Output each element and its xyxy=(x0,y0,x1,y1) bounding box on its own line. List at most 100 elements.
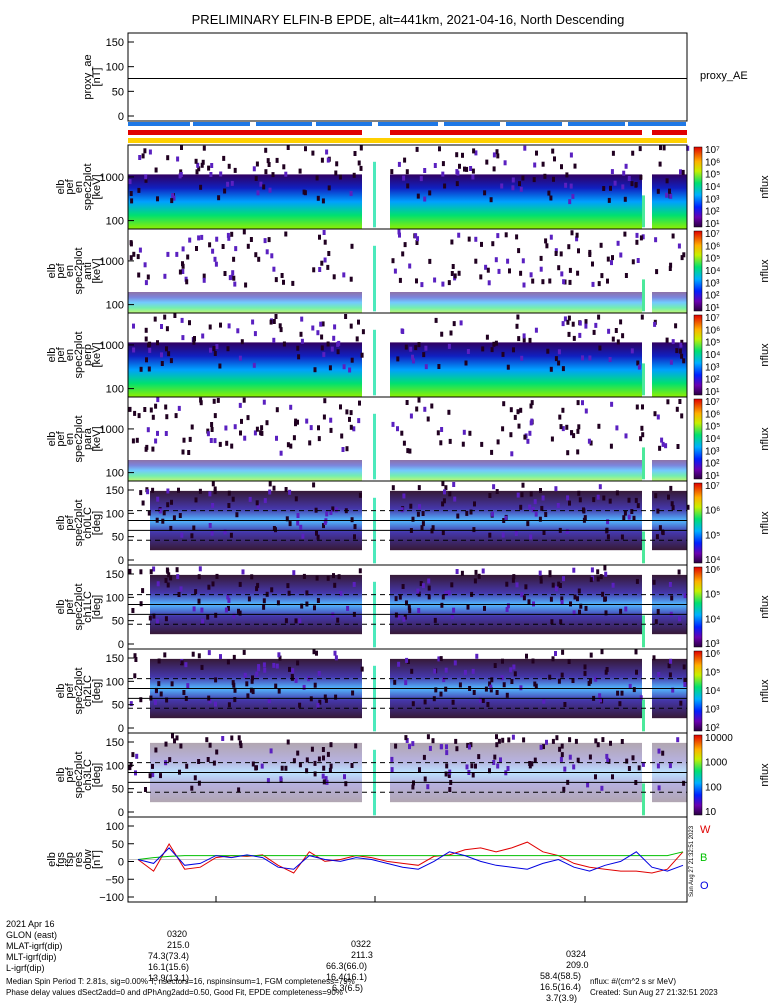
speckle-pixel xyxy=(641,404,644,410)
speckle-pixel xyxy=(449,330,453,336)
speckle-pixel xyxy=(393,268,397,274)
footer-row-2: MLAT-igrf(dip) 74.3(73.4) 66.3(66.0) 58.… xyxy=(6,931,581,981)
speckle-pixel xyxy=(219,654,222,660)
speckle-pixel xyxy=(506,766,510,771)
speckle-pixel xyxy=(445,763,449,769)
speckle-pixel xyxy=(492,341,496,347)
speckle-pixel xyxy=(227,235,231,241)
speckle-pixel xyxy=(558,414,562,420)
speckle-pixel xyxy=(588,754,592,760)
speckle-pixel xyxy=(546,348,550,354)
speckle-pixel xyxy=(489,687,493,693)
speckle-pixel xyxy=(418,767,421,773)
colorbar-tick-label: 10² xyxy=(705,207,720,218)
speckle-pixel xyxy=(158,508,162,514)
y-axis-label: elb xyxy=(46,348,58,363)
speckle-pixel xyxy=(440,602,444,608)
speckle-pixel xyxy=(209,172,213,177)
speckle-pixel xyxy=(562,786,566,792)
speckle-pixel xyxy=(166,155,170,161)
speckle-pixel xyxy=(326,264,330,270)
colorbar xyxy=(693,734,703,816)
speckle-pixel xyxy=(402,616,406,622)
speckle-pixel xyxy=(671,687,675,693)
speckle-pixel xyxy=(166,568,170,574)
speckle-pixel xyxy=(519,504,523,510)
speckle-pixel xyxy=(582,508,586,514)
speckle-pixel xyxy=(678,348,682,354)
y-axis-label: spec2plot xyxy=(82,163,94,210)
speckle-pixel xyxy=(565,529,569,534)
speckle-pixel xyxy=(407,605,411,611)
speckle-pixel xyxy=(569,601,572,607)
speckle-pixel xyxy=(634,182,638,188)
speckle-pixel xyxy=(587,438,591,444)
speckle-pixel xyxy=(318,267,322,272)
speckle-pixel xyxy=(190,533,194,539)
speckle-pixel xyxy=(341,447,345,452)
speckle-pixel xyxy=(426,784,430,790)
speckle-pixel xyxy=(323,520,327,525)
speckle-pixel xyxy=(458,682,462,688)
speckle-pixel xyxy=(228,275,232,281)
speckle-pixel xyxy=(421,511,425,516)
colorbar-tick-label: 10⁶ xyxy=(705,409,720,420)
speckle-pixel xyxy=(572,764,576,770)
speckle-pixel xyxy=(665,192,669,198)
status-segment-red xyxy=(128,130,362,135)
colorbar-tick-label: 10³ xyxy=(705,446,720,457)
speckle-pixel xyxy=(214,261,218,267)
speckle-pixel xyxy=(403,157,407,163)
colorbar xyxy=(693,146,703,228)
speckle-pixel xyxy=(501,426,505,432)
speckle-pixel xyxy=(151,487,155,493)
speckle-pixel xyxy=(144,280,148,286)
speckle-pixel xyxy=(627,766,631,771)
speckle-pixel xyxy=(254,175,258,181)
speckle-pixel xyxy=(133,410,137,416)
speckle-pixel xyxy=(234,246,238,252)
speckle-pixel xyxy=(471,174,475,180)
speckle-pixel xyxy=(607,328,611,334)
speckle-pixel xyxy=(411,701,415,707)
speckle-pixel xyxy=(677,569,681,575)
speckle-pixel xyxy=(636,360,640,366)
speckle-pixel xyxy=(160,361,164,366)
gap-strip xyxy=(642,279,645,312)
speckle-pixel xyxy=(329,417,333,423)
y-axis-label: elb xyxy=(46,852,58,867)
speckle-pixel xyxy=(215,573,219,579)
colorbar xyxy=(693,398,703,480)
y-tick-label: 0 xyxy=(118,857,124,869)
speckle-pixel xyxy=(571,321,575,327)
speckle-pixel xyxy=(232,682,236,688)
speckle-pixel xyxy=(555,735,559,741)
speckle-pixel xyxy=(215,236,219,242)
speckle-pixel xyxy=(481,568,485,574)
colorbar-tick-label: 10⁷ xyxy=(705,313,720,324)
speckle-pixel xyxy=(578,609,581,615)
speckle-pixel xyxy=(636,258,640,263)
speckle-pixel xyxy=(326,157,330,163)
speckle-pixel xyxy=(411,516,415,522)
speckle-pixel xyxy=(226,232,230,238)
speckle-pixel xyxy=(641,234,645,240)
speckle-pixel xyxy=(166,251,170,257)
speckle-pixel xyxy=(444,485,448,491)
speckle-pixel xyxy=(313,771,317,777)
speckle-pixel xyxy=(137,272,141,278)
speckle-pixel xyxy=(417,608,421,613)
speckle-pixel xyxy=(639,436,643,442)
speckle-pixel xyxy=(632,687,636,693)
status-segment-blue xyxy=(193,122,250,126)
speckle-pixel xyxy=(630,348,634,354)
speckle-pixel xyxy=(427,594,431,600)
speckle-pixel xyxy=(208,698,212,704)
footer-value: 0322 xyxy=(351,939,372,949)
speckle-pixel xyxy=(669,658,673,664)
speckle-pixel xyxy=(245,681,249,687)
speckle-pixel xyxy=(315,530,318,536)
speckle-pixel xyxy=(207,165,211,171)
footer-value: 211.3 xyxy=(351,950,373,960)
speckle-pixel xyxy=(192,339,196,345)
